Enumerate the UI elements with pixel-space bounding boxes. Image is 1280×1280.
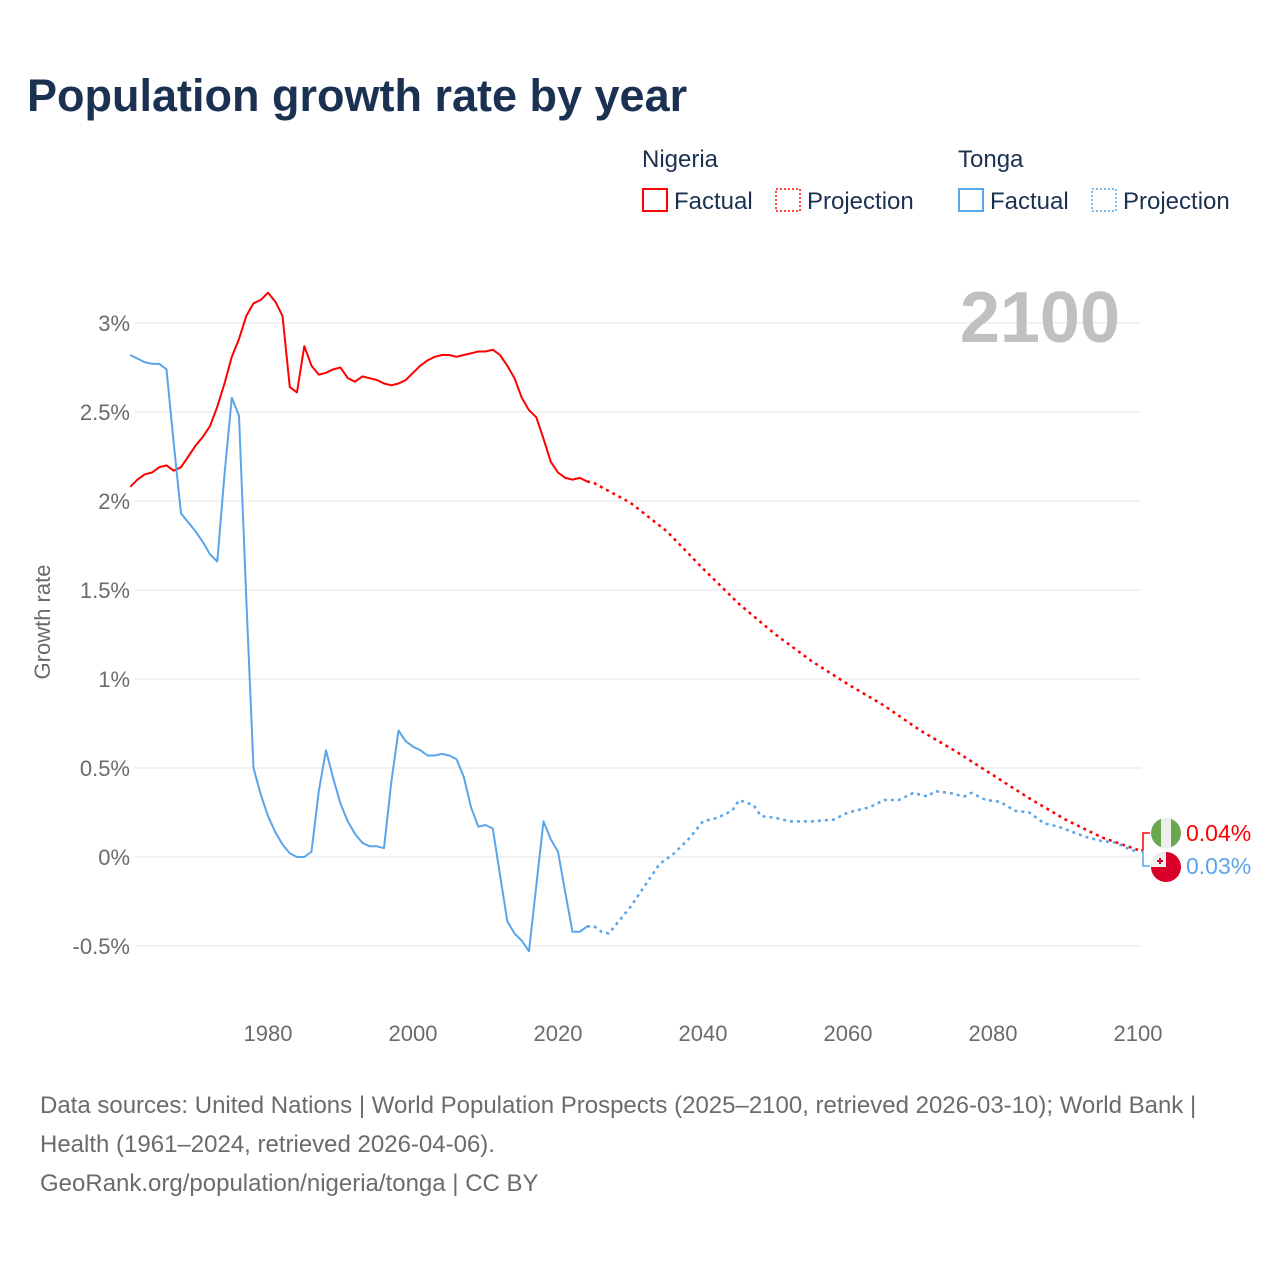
- legend-country: Tonga: [958, 146, 1024, 173]
- x-tick-label: 2020: [534, 1021, 583, 1046]
- nigeria-end-value: 0.04%: [1186, 820, 1251, 846]
- legend-projection-label: Projection: [1123, 188, 1230, 215]
- tonga-factual-line: [129, 354, 588, 953]
- y-tick-label: 1%: [98, 667, 130, 692]
- y-tick-label: -0.5%: [73, 934, 130, 959]
- y-tick-label: 2.5%: [80, 400, 130, 425]
- nigeria-projection-line: [586, 480, 1139, 852]
- data-sources: Data sources: United Nations | World Pop…: [40, 1092, 1197, 1158]
- chart-title: Population growth rate by year: [27, 70, 688, 121]
- tonga-end-value: 0.03%: [1186, 853, 1251, 879]
- line-chart: 3% 2.5% 2% 1.5% 1% 0.5% 0% -0.5% 1980 2000 2020 204…: [30, 146, 1251, 1046]
- legend-projection-swatch: [1091, 188, 1117, 212]
- tonga-connector: [1141, 850, 1150, 867]
- x-tick-label: 2060: [824, 1021, 873, 1046]
- x-tick-label: 2100: [1114, 1021, 1163, 1046]
- y-tick-label: 0.5%: [80, 756, 130, 781]
- y-tick-label: 0%: [98, 845, 130, 870]
- legend-projection-swatch: [775, 188, 801, 212]
- legend-factual-label: Factual: [674, 188, 753, 215]
- nigeria-flag-icon: [1151, 818, 1181, 848]
- legend-projection-label: Projection: [807, 188, 914, 215]
- legend-factual-label: Factual: [990, 188, 1069, 215]
- year-label: 2100: [960, 278, 1120, 358]
- x-tick-label: 2040: [679, 1021, 728, 1046]
- x-tick-label: 1980: [244, 1021, 293, 1046]
- source-link[interactable]: GeoRank.org/population/nigeria/tonga | C…: [40, 1170, 539, 1197]
- nigeria-connector: [1141, 832, 1150, 851]
- legend-factual-swatch: [958, 188, 984, 212]
- x-tick-label: 2080: [969, 1021, 1018, 1046]
- legend-factual-swatch: [642, 188, 668, 212]
- nigeria-factual-line: [129, 291, 588, 488]
- legend-country: Nigeria: [642, 146, 719, 173]
- y-axis-label: Growth rate: [30, 565, 55, 680]
- y-tick-label: 2%: [98, 489, 130, 514]
- x-tick-label: 2000: [389, 1021, 438, 1046]
- y-tick-label: 1.5%: [80, 578, 130, 603]
- tonga-flag-icon: [1151, 852, 1181, 882]
- y-tick-label: 3%: [98, 311, 130, 336]
